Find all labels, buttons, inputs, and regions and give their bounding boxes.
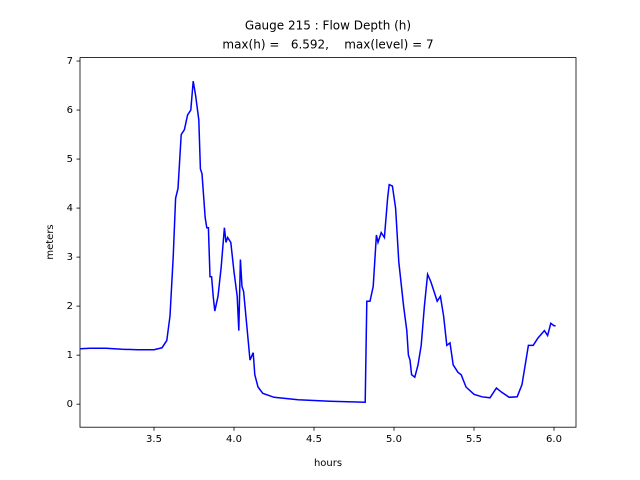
x-tick-label: 4.5 — [306, 434, 322, 445]
y-tick-label: 1 — [67, 350, 73, 361]
y-tick-label: 3 — [67, 252, 73, 263]
y-tick-label: 6 — [67, 105, 73, 116]
chart-subtitle: max(h) = 6.592, max(level) = 7 — [222, 38, 433, 52]
y-tick-label: 4 — [67, 203, 73, 214]
x-tick-label: 5.5 — [466, 434, 482, 445]
line — [80, 81, 556, 403]
y-tick-label: 0 — [67, 399, 73, 410]
x-axis-label: hours — [314, 458, 342, 469]
x-tick-label: 3.5 — [146, 434, 162, 445]
x-tick-label: 6.0 — [546, 434, 562, 445]
y-axis-label: meters — [45, 224, 56, 259]
y-tick-label: 7 — [67, 56, 73, 67]
chart-title: Gauge 215 : Flow Depth (h) — [245, 19, 411, 33]
x-tick-label: 4.0 — [226, 434, 242, 445]
x-tick-label: 5.0 — [386, 434, 402, 445]
plot-frame — [79, 57, 577, 428]
y-tick-label: 2 — [67, 301, 73, 312]
y-tick-label: 5 — [67, 154, 73, 165]
